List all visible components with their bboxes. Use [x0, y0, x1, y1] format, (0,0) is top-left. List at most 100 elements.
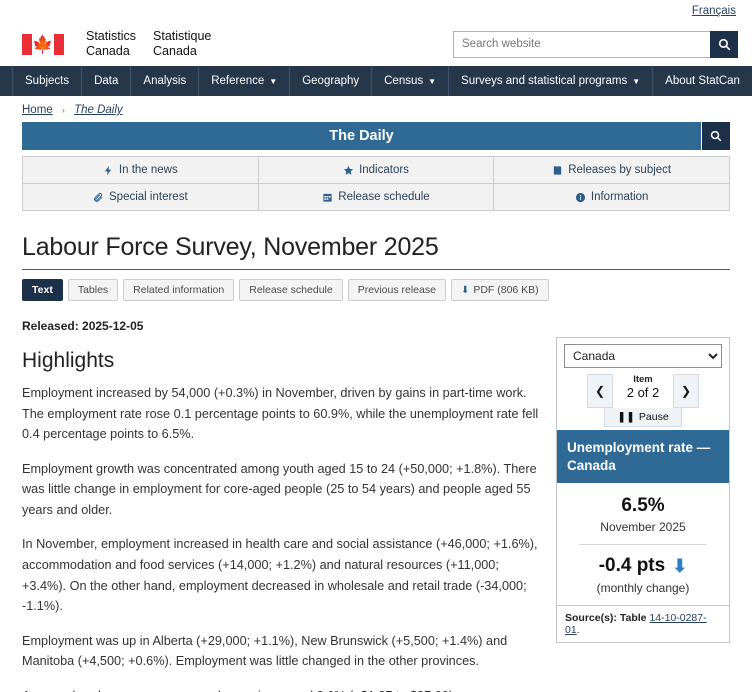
paperclip-icon	[93, 192, 104, 203]
nav-item-analysis[interactable]: Analysis	[131, 66, 200, 96]
quick-links-grid: In the news Indicators Releases by subje…	[22, 156, 730, 211]
tab-previous-release[interactable]: Previous release	[347, 279, 446, 301]
tab-label: Tables	[77, 284, 109, 296]
carousel-item-position: 2 of 2	[626, 384, 660, 400]
indicator-carousel-controls: ❮ Item 2 of 2 ❯	[557, 372, 729, 408]
carousel-item-label: Item	[633, 374, 653, 385]
indicator-period: November 2025	[600, 520, 686, 535]
highlight-paragraph: Employment increased by 54,000 (+0.3%) i…	[22, 386, 539, 442]
nav-label: About StatCan	[665, 75, 740, 87]
search-icon	[718, 38, 730, 50]
pause-label: Pause	[638, 411, 669, 423]
daily-search-button[interactable]	[702, 122, 730, 150]
quick-link-releases-by-subject[interactable]: Releases by subject	[494, 157, 729, 183]
quick-link-label: Releases by subject	[568, 164, 672, 176]
indicator-main-value: 6.5%	[621, 495, 665, 517]
quick-link-label: In the news	[118, 164, 178, 176]
utility-bar: Français	[0, 0, 752, 22]
highlight-paragraph: Employment was up in Alberta (+29,000; +…	[22, 633, 508, 669]
info-circle-icon	[575, 192, 586, 203]
tab-label: Related information	[133, 284, 225, 296]
nav-item-subjects[interactable]: Subjects	[12, 66, 83, 96]
search-icon	[710, 130, 722, 142]
quick-link-information[interactable]: Information	[494, 184, 729, 210]
statcan-wordmark[interactable]: Statistics Canada Statistique Canada	[86, 29, 211, 59]
nav-item-geography[interactable]: Geography	[290, 66, 373, 96]
nav-label: Census	[384, 75, 424, 87]
breadcrumb-home-link[interactable]: Home	[22, 104, 53, 116]
carousel-pause-row: ❚❚ Pause	[557, 408, 729, 427]
nav-item-data[interactable]: Data	[82, 66, 132, 96]
indicator-values: 6.5% November 2025 -0.4 pts ⬇ (monthly c…	[557, 483, 729, 605]
language-toggle-link[interactable]: Français	[691, 5, 736, 17]
carousel-next-button[interactable]: ❯	[673, 374, 699, 408]
wordmark-en-line2: Canada	[86, 44, 130, 58]
wordmark-en-line1: Statistics	[86, 29, 137, 44]
nav-label: Surveys and statistical programs	[461, 75, 628, 87]
carousel-pause-button[interactable]: ❚❚ Pause	[604, 408, 682, 427]
highlight-paragraph: In November, employment increased in hea…	[22, 537, 538, 614]
content-area: Highlights Employment increased by 54,00…	[22, 333, 730, 692]
chevron-down-icon: ▼	[269, 76, 278, 86]
tab-release-schedule[interactable]: Release schedule	[239, 279, 343, 301]
star-icon	[343, 165, 354, 176]
nav-label: Subjects	[25, 75, 70, 87]
wordmark-fr-line2: Canada	[153, 44, 197, 58]
book-icon	[552, 165, 563, 176]
tab-pdf-download[interactable]: ⬇ PDF (806 KB)	[450, 279, 549, 301]
indicator-sidebar: Canada ❮ Item 2 of 2 ❯ ❚❚ Pause	[556, 337, 730, 644]
divider	[579, 544, 707, 546]
quick-link-in-the-news[interactable]: In the news	[23, 157, 258, 183]
source-table-link[interactable]: 14-10-0287-01	[565, 612, 707, 637]
quick-link-release-schedule[interactable]: Release schedule	[258, 184, 494, 210]
carousel-position: Item 2 of 2	[613, 374, 673, 401]
nav-label: Reference	[211, 75, 265, 87]
carousel-prev-button[interactable]: ❮	[587, 374, 613, 408]
chevron-down-icon: ▼	[428, 76, 437, 86]
arrow-down-icon: ⬇	[672, 556, 688, 577]
source-prefix: Source(s): Table	[565, 612, 650, 625]
tab-label: Previous release	[357, 284, 436, 296]
canada-flag-icon: 🍁	[22, 33, 64, 55]
quick-link-label: Indicators	[359, 164, 409, 176]
nav-item-surveys[interactable]: Surveys and statistical programs ▼	[449, 66, 654, 96]
tab-label: PDF (806 KB)	[473, 284, 539, 296]
source-suffix: .	[576, 624, 580, 637]
search-input[interactable]	[453, 30, 710, 58]
quick-link-label: Special interest	[109, 191, 188, 203]
indicator-widget: Canada ❮ Item 2 of 2 ❯ ❚❚ Pause	[556, 337, 730, 644]
nav-item-reference[interactable]: Reference ▼	[199, 66, 291, 96]
nav-label: Analysis	[143, 75, 187, 87]
release-date: Released: 2025-12-05	[22, 319, 144, 333]
site-search	[453, 30, 738, 58]
wordmark-fr-line1: Statistique	[153, 29, 212, 44]
highlights-heading: Highlights	[22, 349, 115, 372]
chevron-left-icon: ❮	[594, 384, 606, 398]
chevron-right-icon: ❯	[680, 384, 692, 398]
indicator-change-value: -0.4 pts	[598, 555, 666, 577]
nav-item-about-statcan[interactable]: About StatCan	[653, 66, 752, 96]
tab-label: Release schedule	[249, 284, 333, 296]
tab-text[interactable]: Text	[22, 279, 63, 301]
breadcrumb: Home › The Daily	[0, 96, 752, 122]
pause-icon: ❚❚	[617, 411, 635, 423]
the-daily-banner-row: The Daily	[22, 122, 730, 150]
highlight-paragraph: Average hourly wages among employees inc…	[22, 686, 540, 692]
geography-select[interactable]: Canada	[564, 344, 722, 368]
indicator-change-label: (monthly change)	[596, 581, 690, 596]
highlight-paragraph: Employment growth was concentrated among…	[22, 461, 537, 517]
tab-related-information[interactable]: Related information	[123, 279, 235, 301]
quick-link-indicators[interactable]: Indicators	[258, 157, 494, 183]
nav-label: Geography	[302, 75, 360, 87]
quick-link-special-interest[interactable]: Special interest	[23, 184, 258, 210]
tab-tables[interactable]: Tables	[67, 279, 119, 301]
breadcrumb-current-link[interactable]: The Daily	[74, 104, 123, 116]
search-button[interactable]	[710, 30, 738, 58]
indicator-change-row: -0.4 pts ⬇	[565, 555, 721, 577]
download-icon: ⬇	[460, 284, 470, 296]
release-tabs: Text Tables Related information Release …	[22, 279, 730, 301]
indicator-source: Source(s): Table 14-10-0287-01.	[557, 605, 729, 642]
quick-link-label: Information	[590, 191, 649, 203]
nav-item-census[interactable]: Census ▼	[372, 66, 450, 96]
main-navigation: Subjects Data Analysis Reference ▼ Geogra…	[0, 66, 752, 96]
